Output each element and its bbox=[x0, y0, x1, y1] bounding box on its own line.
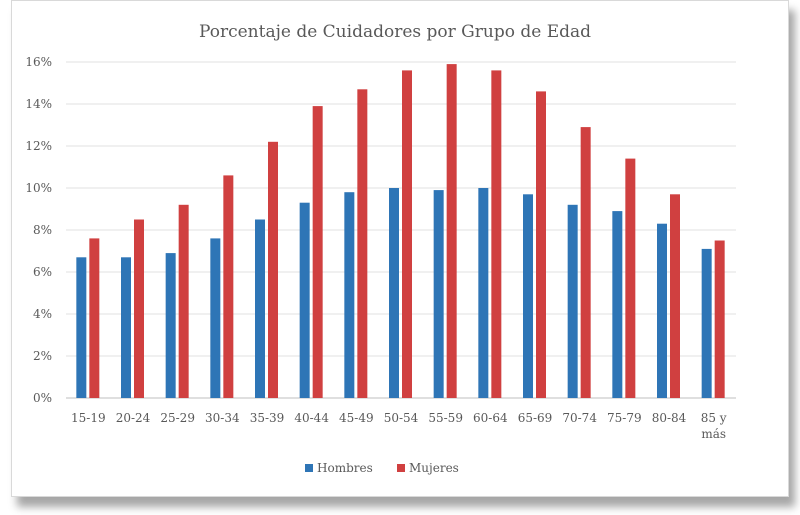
bar-mujeres bbox=[491, 70, 502, 399]
bar-hombres bbox=[165, 253, 176, 398]
x-tick-label: 15-19 bbox=[71, 411, 106, 425]
legend-label-mujeres: Mujeres bbox=[409, 461, 459, 475]
chart-title: Porcentaje de Cuidadores por Grupo de Ed… bbox=[199, 22, 591, 42]
bar-hombres bbox=[389, 188, 399, 398]
x-tick-label: 40-44 bbox=[294, 411, 329, 425]
bar-mujeres bbox=[268, 141, 278, 399]
bar-mujeres bbox=[714, 240, 725, 398]
y-tick-label: 12% bbox=[25, 139, 52, 153]
bar-hombres bbox=[299, 202, 310, 398]
x-tick-label: 65-69 bbox=[518, 411, 553, 425]
x-tick-label: 30-34 bbox=[205, 411, 240, 425]
x-tick-label: 20-24 bbox=[116, 411, 151, 425]
bar-hombres bbox=[121, 257, 131, 398]
y-tick-label: 0% bbox=[33, 391, 52, 405]
bar-hombres bbox=[567, 204, 578, 398]
legend-swatch-hombres bbox=[305, 464, 313, 472]
bar-hombres bbox=[344, 192, 355, 398]
x-tick-label: 35-39 bbox=[250, 411, 285, 425]
legend-swatch-mujeres bbox=[397, 464, 405, 472]
legend-label-hombres: Hombres bbox=[317, 461, 373, 475]
x-tick-label: 25-29 bbox=[160, 411, 195, 425]
y-tick-label: 16% bbox=[25, 55, 52, 69]
x-tick-label: 45-49 bbox=[339, 411, 374, 425]
x-tick-label: 80-84 bbox=[652, 411, 687, 425]
bar-hombres bbox=[657, 223, 667, 398]
bar-mujeres bbox=[312, 106, 323, 398]
bar-mujeres bbox=[357, 89, 368, 399]
bar-hombres bbox=[523, 194, 533, 398]
bar-mujeres bbox=[670, 194, 680, 398]
x-tick-label: 75-79 bbox=[607, 411, 642, 425]
y-tick-label: 10% bbox=[25, 181, 52, 195]
x-tick-label: 85 y bbox=[701, 411, 727, 425]
bar-hombres bbox=[255, 219, 265, 398]
bar-mujeres bbox=[625, 158, 636, 398]
bar-mujeres bbox=[580, 127, 591, 398]
bar-hombres bbox=[701, 248, 712, 398]
bar-mujeres bbox=[536, 91, 546, 399]
bar-hombres bbox=[210, 238, 221, 398]
bar-mujeres bbox=[134, 219, 144, 398]
x-tick-label: 55-59 bbox=[428, 411, 463, 425]
y-tick-label: 4% bbox=[33, 307, 52, 321]
x-tick-label: 50-54 bbox=[384, 411, 419, 425]
y-tick-label: 2% bbox=[33, 349, 52, 363]
bar-hombres bbox=[612, 211, 623, 398]
bar-mujeres bbox=[178, 204, 189, 398]
bar-hombres bbox=[76, 257, 87, 398]
bar-hombres bbox=[433, 190, 444, 398]
bar-mujeres bbox=[223, 175, 234, 398]
x-tick-label: 70-74 bbox=[562, 411, 597, 425]
y-tick-label: 14% bbox=[25, 97, 52, 111]
x-tick-label-2: más bbox=[701, 427, 726, 441]
y-tick-label: 8% bbox=[33, 223, 52, 237]
bar-mujeres bbox=[446, 64, 457, 398]
x-tick-label: 60-64 bbox=[473, 411, 508, 425]
bar-mujeres bbox=[402, 70, 412, 399]
y-tick-label: 6% bbox=[33, 265, 52, 279]
bar-mujeres bbox=[89, 238, 100, 398]
bar-hombres bbox=[478, 188, 489, 398]
